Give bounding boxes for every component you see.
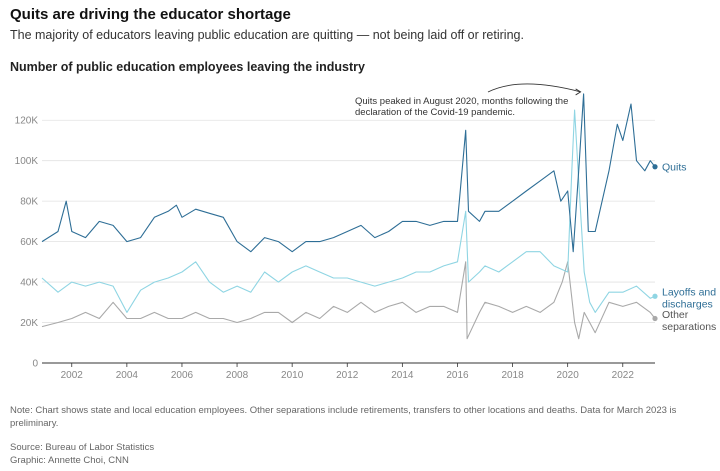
graphic-credit: Graphic: Annette Choi, CNN [10,455,129,466]
y-tick-label: 120K [15,116,39,127]
annotation-arrowhead [575,88,582,96]
chart-title: Number of public education employees lea… [10,60,365,74]
x-tick-label: 2004 [116,370,139,381]
x-tick-label: 2010 [281,370,304,381]
y-tick-label: 100K [15,156,39,167]
annotation-line: Quits peaked in August 2020, months foll… [355,96,568,107]
x-tick-label: 2020 [557,370,580,381]
series-line-quits [41,93,656,253]
series-label-quits: Quits [662,161,687,173]
annotation-text: Quits peaked in August 2020, months foll… [355,96,568,118]
x-tick-label: 2012 [336,370,359,381]
y-axis-tick-labels: 0 20K 40K 60K 80K 100K 120K [15,116,39,370]
peak-annotation: Quits peaked in August 2020, months foll… [355,83,582,118]
grid-lines [42,119,655,364]
page-title: Quits are driving the educator shortage [10,6,291,23]
annotation-arrow [487,83,581,93]
series-label-layoffs: Layoffs and discharges [662,287,716,311]
series-end-dot [652,164,658,170]
series-line-layoffs [41,109,656,313]
chart-source: Source: Bureau of Labor Statistics Graph… [10,441,154,467]
page-subtitle: The majority of educators leaving public… [10,28,524,42]
x-tick-label: 2002 [61,370,84,381]
series-label-line: Other [662,309,689,321]
source-line: Source: Bureau of Labor Statistics [10,442,155,453]
x-tick-label: 2006 [171,370,194,381]
y-tick-label: 20K [20,318,38,329]
series-end-dot [652,293,658,299]
y-tick-label: 80K [20,197,38,208]
series-label-line: separations [662,321,716,333]
x-axis-tick-labels: 2002 2004 2006 2008 2010 2012 2014 2016 2018 2020… [61,363,635,381]
series-label-line: discharges [662,299,713,311]
series-end-dot [652,315,658,322]
y-tick-label: 60K [20,237,38,248]
x-tick-label: 2014 [391,370,414,381]
y-tick-label: 40K [20,278,38,289]
series-label-line: Quits [662,161,687,173]
chart-note: Note: Chart shows state and local educat… [10,405,677,429]
series-line-other [41,261,656,340]
series-lines [41,93,658,340]
series-label-other: Other separations [662,309,716,333]
annotation-line: declaration of the Covid-19 pandemic. [355,107,515,118]
x-tick-label: 2008 [226,370,249,381]
series-label-line: Layoffs and [662,287,716,299]
x-tick-label: 2022 [612,370,635,381]
x-tick-label: 2018 [501,370,524,381]
y-tick-label: 0 [32,359,38,370]
x-tick-label: 2016 [446,370,469,381]
